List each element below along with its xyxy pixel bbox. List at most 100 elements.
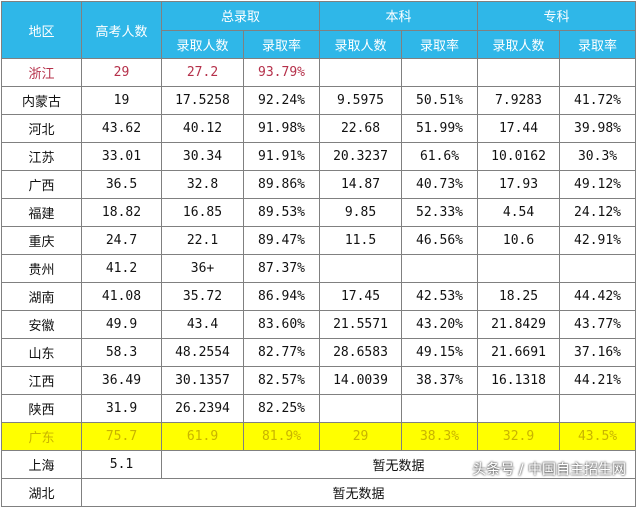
exam-count-cell: 41.2 — [81, 254, 162, 283]
exam-count-cell: 33.01 — [81, 142, 162, 171]
total-rate-cell: 87.37% — [242, 254, 321, 283]
exam-count-cell: 36.5 — [81, 170, 162, 199]
total-count-cell: 43.4 — [161, 310, 244, 339]
ben-count-cell: 11.5 — [319, 226, 403, 255]
ben-rate-cell: 38.3% — [401, 422, 479, 451]
total-rate-cell: 89.86% — [242, 170, 321, 199]
zhuan-rate-cell: 30.3% — [559, 142, 636, 171]
total-rate-cell: 89.53% — [242, 198, 321, 227]
zhuan-rate-cell: 42.91% — [559, 226, 636, 255]
total-rate-cell: 89.47% — [242, 226, 321, 255]
ben-count-cell: 14.0039 — [319, 366, 403, 395]
ben-rate-cell: 49.15% — [401, 338, 479, 367]
region-cell: 广西 — [1, 170, 82, 199]
zhuan-rate-cell: 44.42% — [559, 282, 636, 311]
zhuan-rate-cell: 43.77% — [559, 310, 636, 339]
table-row: 内蒙古 19 17.5258 92.24% 9.5975 50.51% 7.9283 41.7… — [1, 86, 636, 115]
table-row: 广东 75.7 61.9 81.9% 29 38.3% 32.9 43.5% — [1, 422, 636, 451]
table-row: 浙江 29 27.2 93.79% — [1, 58, 636, 87]
zhuan-count-cell: 32.9 — [477, 422, 561, 451]
region-cell: 江苏 — [1, 142, 82, 171]
total-rate-cell: 82.25% — [242, 394, 321, 423]
ben-rate-cell: 43.20% — [401, 310, 479, 339]
total-rate-cell: 92.24% — [242, 86, 321, 115]
zhuan-rate-cell — [559, 254, 636, 283]
ben-count-cell: 29 — [319, 422, 403, 451]
region-cell: 浙江 — [1, 58, 82, 87]
total-rate-cell: 83.60% — [242, 310, 321, 339]
table-row: 江西 36.49 30.1357 82.57% 14.0039 38.37% 16.1318… — [1, 366, 636, 395]
zhuan-count-cell: 16.1318 — [477, 366, 561, 395]
header-junior-college: 专科 — [477, 1, 636, 31]
total-rate-cell: 91.91% — [242, 142, 321, 171]
ben-count-cell: 21.5571 — [319, 310, 403, 339]
ben-rate-cell: 42.53% — [401, 282, 479, 311]
ben-count-cell: 17.45 — [319, 282, 403, 311]
zhuan-count-cell: 10.0162 — [477, 142, 561, 171]
exam-count-cell: 58.3 — [81, 338, 162, 367]
total-count-cell: 16.85 — [161, 198, 244, 227]
total-rate-cell: 86.94% — [242, 282, 321, 311]
zhuan-rate-cell — [559, 394, 636, 423]
total-count-cell: 27.2 — [161, 58, 244, 87]
ben-count-cell: 28.6583 — [319, 338, 403, 367]
zhuan-rate-cell: 43.5% — [559, 422, 636, 451]
exam-count-cell: 75.7 — [81, 422, 162, 451]
region-cell: 安徽 — [1, 310, 82, 339]
zhuan-count-cell: 7.9283 — [477, 86, 561, 115]
region-cell: 贵州 — [1, 254, 82, 283]
ben-rate-cell: 40.73% — [401, 170, 479, 199]
table-row: 安徽 49.9 43.4 83.60% 21.5571 43.20% 21.8429 43.7… — [1, 310, 636, 339]
table-row: 陕西 31.9 26.2394 82.25% — [1, 394, 636, 423]
zhuan-count-cell: 17.93 — [477, 170, 561, 199]
ben-count-cell: 14.87 — [319, 170, 403, 199]
total-count-cell: 32.8 — [161, 170, 244, 199]
region-cell: 内蒙古 — [1, 86, 82, 115]
ben-count-cell: 20.3237 — [319, 142, 403, 171]
header-total-admission: 总录取 — [160, 1, 321, 31]
exam-count-cell: 41.08 — [81, 282, 162, 311]
no-data-cell: 暂无数据 — [80, 478, 636, 507]
region-cell: 江西 — [1, 366, 82, 395]
ben-count-cell: 22.68 — [319, 114, 403, 143]
table-row: 江苏 33.01 30.34 91.91% 20.3237 61.6% 10.0162 30.… — [1, 142, 636, 171]
header-undergraduate: 本科 — [319, 1, 479, 31]
total-rate-cell: 81.9% — [242, 422, 321, 451]
region-cell: 广东 — [1, 422, 82, 451]
ben-rate-cell: 61.6% — [401, 142, 479, 171]
zhuan-rate-cell: 44.21% — [559, 366, 636, 395]
exam-count-cell: 43.62 — [81, 114, 162, 143]
table-row: 福建 18.82 16.85 89.53% 9.85 52.33% 4.54 24.12% — [1, 198, 636, 227]
table-row: 山东 58.3 48.2554 82.77% 28.6583 49.15% 21.6691 3… — [1, 338, 636, 367]
exam-count-cell: 19 — [81, 86, 162, 115]
zhuan-count-cell: 10.6 — [477, 226, 561, 255]
ben-count-cell: 9.85 — [319, 198, 403, 227]
total-count-cell: 26.2394 — [161, 394, 244, 423]
exam-count-cell: 49.9 — [81, 310, 162, 339]
total-count-cell: 40.12 — [161, 114, 244, 143]
exam-count-cell: 29 — [81, 58, 162, 87]
zhuan-count-cell — [477, 58, 561, 87]
total-rate-cell: 82.77% — [242, 338, 321, 367]
exam-count-cell: 24.7 — [81, 226, 162, 255]
zhuan-count-cell: 18.25 — [477, 282, 561, 311]
total-count-cell: 30.34 — [161, 142, 244, 171]
ben-rate-cell — [401, 254, 479, 283]
ben-rate-cell: 51.99% — [401, 114, 479, 143]
zhuan-rate-cell: 49.12% — [559, 170, 636, 199]
table-row: 重庆 24.7 22.1 89.47% 11.5 46.56% 10.6 42.91% — [1, 226, 636, 255]
table-row-hubei: 湖北 暂无数据 — [1, 478, 636, 507]
ben-rate-cell: 38.37% — [401, 366, 479, 395]
header-zhuan-rate: 录取率 — [559, 29, 636, 59]
total-count-cell: 22.1 — [161, 226, 244, 255]
zhuan-count-cell — [477, 254, 561, 283]
header-zhuan-count: 录取人数 — [477, 29, 561, 59]
header-total-count: 录取人数 — [161, 29, 244, 59]
ben-count-cell — [319, 254, 403, 283]
table-row: 湖南 41.08 35.72 86.94% 17.45 42.53% 18.25 44.42% — [1, 282, 636, 311]
exam-count-cell: 18.82 — [81, 198, 162, 227]
ben-rate-cell: 46.56% — [401, 226, 479, 255]
region-cell: 湖北 — [1, 478, 82, 507]
total-rate-cell: 91.98% — [242, 114, 321, 143]
